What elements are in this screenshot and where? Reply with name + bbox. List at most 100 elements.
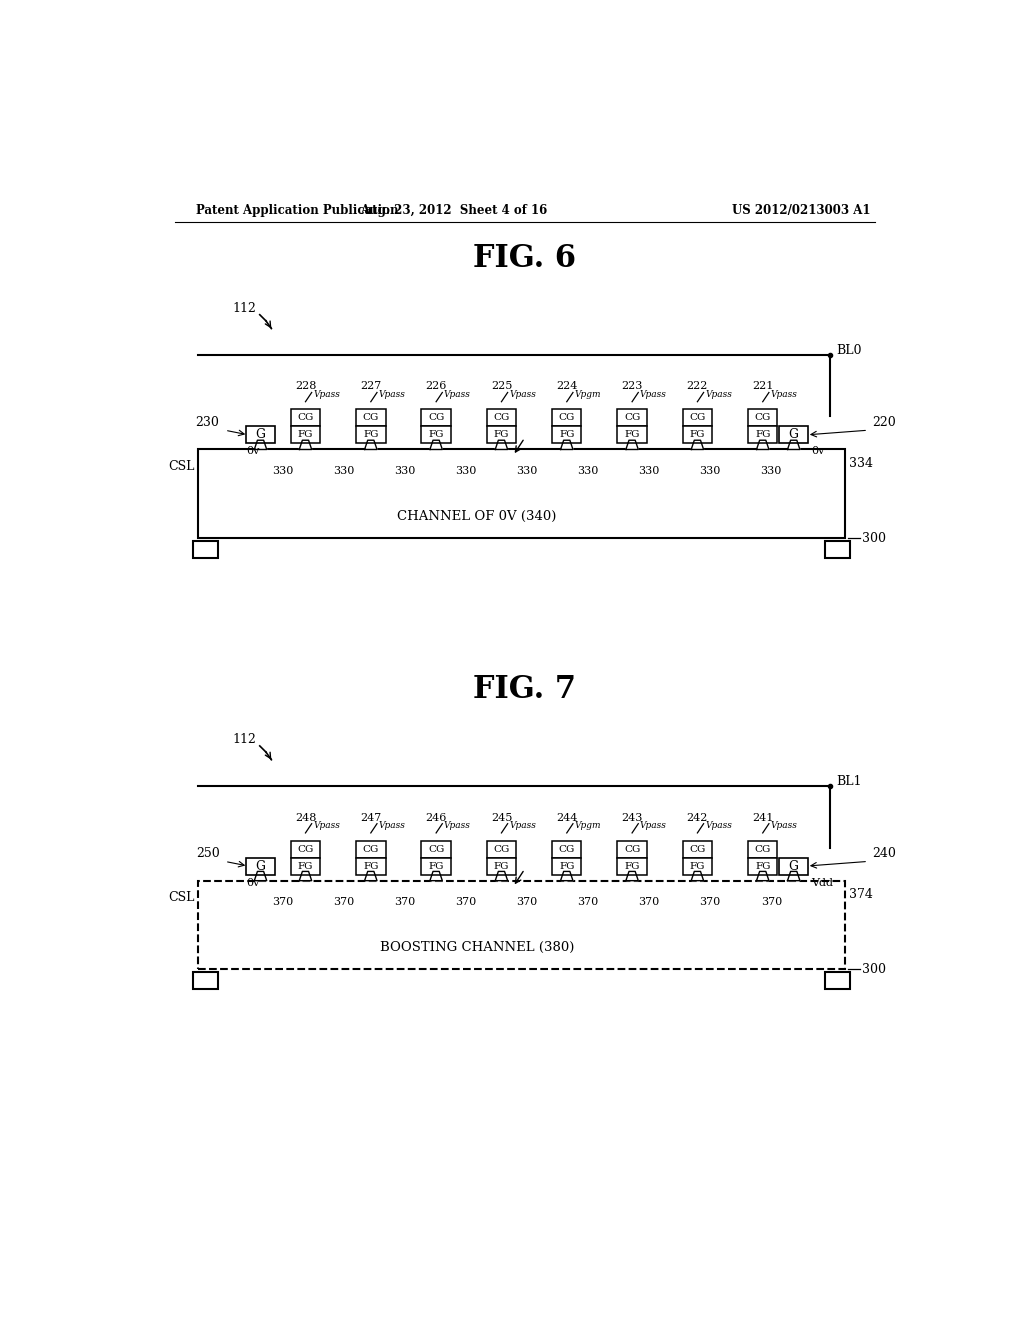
Text: 248: 248 (295, 813, 316, 822)
Polygon shape (560, 441, 573, 449)
Text: Vpass: Vpass (706, 389, 732, 399)
Polygon shape (626, 441, 638, 449)
Bar (486, 409, 516, 426)
Text: Patent Application Publication: Patent Application Publication (197, 205, 398, 218)
Text: 300: 300 (862, 964, 886, 977)
Text: 330: 330 (761, 466, 782, 477)
Bar (194, 541, 218, 558)
Text: 225: 225 (490, 381, 512, 391)
Polygon shape (757, 441, 769, 449)
Text: 330: 330 (699, 466, 721, 477)
Text: 330: 330 (456, 466, 477, 477)
Text: Vdd: Vdd (812, 878, 834, 887)
Text: G: G (788, 859, 799, 873)
Text: 230: 230 (196, 416, 219, 429)
Text: CG: CG (494, 413, 510, 422)
Text: 300: 300 (862, 532, 886, 545)
Text: 240: 240 (872, 847, 896, 861)
Text: 334: 334 (849, 457, 872, 470)
Text: Aug. 23, 2012  Sheet 4 of 16: Aug. 23, 2012 Sheet 4 of 16 (359, 205, 547, 218)
Polygon shape (430, 871, 442, 880)
Polygon shape (254, 871, 266, 880)
Text: Vpass: Vpass (379, 389, 406, 399)
Bar (356, 841, 385, 858)
Text: CSL: CSL (168, 459, 195, 473)
Text: CHANNEL OF 0V (340): CHANNEL OF 0V (340) (397, 510, 556, 523)
Text: FG: FG (559, 430, 574, 440)
Text: FG: FG (494, 862, 509, 870)
Text: FG: FG (755, 430, 770, 440)
Text: Vpass: Vpass (313, 821, 340, 830)
Text: 226: 226 (425, 381, 446, 391)
Text: BL0: BL0 (837, 343, 862, 356)
Text: US 2012/0213003 A1: US 2012/0213003 A1 (732, 205, 871, 218)
Text: 0v: 0v (254, 430, 267, 440)
Polygon shape (496, 441, 508, 449)
Bar (422, 426, 451, 444)
Text: FIG. 6: FIG. 6 (473, 243, 577, 275)
Text: CG: CG (297, 413, 313, 422)
Text: VSSL: VSSL (778, 861, 809, 871)
Text: 370: 370 (578, 898, 599, 907)
Text: 223: 223 (622, 381, 643, 391)
Bar (356, 409, 385, 426)
Bar (552, 858, 582, 875)
Polygon shape (691, 441, 703, 449)
Text: FIG. 7: FIG. 7 (473, 675, 577, 705)
Text: 0v: 0v (246, 446, 259, 457)
Text: FG: FG (689, 862, 706, 870)
Polygon shape (560, 871, 573, 880)
Text: FG: FG (428, 862, 443, 870)
Bar (194, 973, 218, 989)
Text: CG: CG (755, 845, 771, 854)
Bar (683, 409, 712, 426)
Text: FG: FG (689, 430, 706, 440)
Text: CG: CG (558, 413, 574, 422)
Text: 250: 250 (196, 847, 219, 861)
Bar (486, 858, 516, 875)
Bar (748, 841, 777, 858)
Text: 243: 243 (622, 813, 643, 822)
Text: 244: 244 (556, 813, 578, 822)
Bar (356, 858, 385, 875)
Bar (824, 541, 850, 558)
Text: Vpass: Vpass (770, 821, 798, 830)
Text: 245: 245 (490, 813, 512, 822)
Text: FG: FG (298, 430, 313, 440)
Bar (617, 426, 647, 444)
Polygon shape (365, 441, 377, 449)
Polygon shape (626, 871, 638, 880)
Text: CG: CG (494, 845, 510, 854)
Bar (422, 841, 451, 858)
Text: Vpass: Vpass (770, 389, 798, 399)
Text: 241: 241 (752, 813, 773, 822)
Bar (779, 426, 809, 444)
Text: 370: 370 (639, 898, 659, 907)
Text: FG: FG (494, 430, 509, 440)
Bar (291, 858, 321, 875)
Text: Vpass: Vpass (640, 821, 667, 830)
Bar (617, 841, 647, 858)
Bar (748, 858, 777, 875)
Text: CG: CG (624, 413, 640, 422)
Polygon shape (365, 871, 377, 880)
Bar (617, 409, 647, 426)
Text: FG: FG (428, 430, 443, 440)
Text: Vpass: Vpass (640, 389, 667, 399)
Polygon shape (787, 871, 800, 880)
Text: Vpass: Vpass (509, 389, 537, 399)
Text: 220: 220 (872, 416, 896, 429)
Text: 227: 227 (360, 381, 381, 391)
Text: Vpass: Vpass (443, 389, 471, 399)
Text: 370: 370 (272, 898, 294, 907)
Bar (246, 858, 275, 875)
Text: 370: 370 (761, 898, 782, 907)
Text: CG: CG (297, 845, 313, 854)
Polygon shape (691, 871, 703, 880)
Bar (617, 858, 647, 875)
Polygon shape (787, 441, 800, 449)
Text: 370: 370 (516, 898, 538, 907)
Text: FG: FG (625, 430, 640, 440)
Text: 246: 246 (425, 813, 446, 822)
Polygon shape (757, 871, 769, 880)
